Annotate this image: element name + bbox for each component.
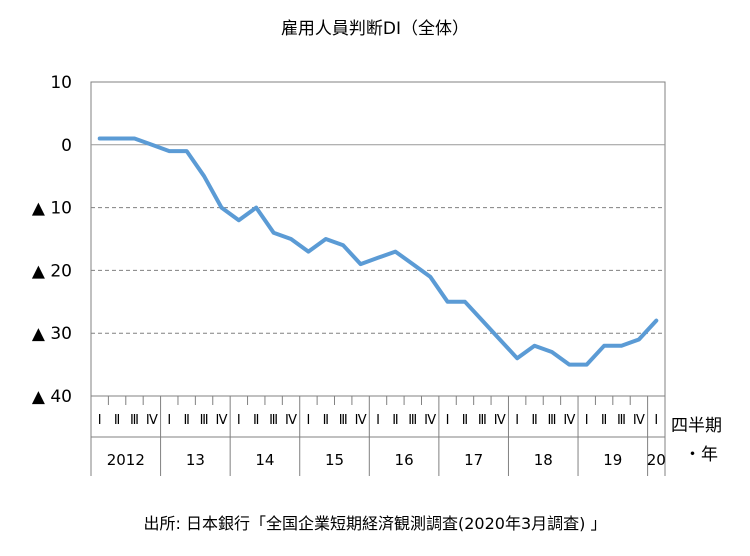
quarter-label: Ⅲ [200,413,209,428]
quarter-label: Ⅲ [617,413,626,428]
quarter-label: Ⅲ [130,413,139,428]
chart-title: 雇用人員判断DI（全体） [280,19,470,39]
x-axis-title: 四半期・年 [671,416,722,465]
quarter-label: Ⅲ [408,413,417,428]
quarter-label: Ⅳ [285,413,297,428]
quarter-label: Ⅰ [585,413,589,428]
quarter-label: Ⅰ [167,413,171,428]
quarter-label: Ⅱ [601,413,607,428]
year-label: 19 [603,451,622,469]
quarter-label: Ⅰ [446,413,450,428]
quarter-label: Ⅳ [494,413,506,428]
quarter-label: Ⅱ [462,413,468,428]
y-tick-label: 0 [61,136,72,156]
quarter-label: Ⅳ [215,413,227,428]
x-axis-title-line: ・年 [684,445,718,465]
quarter-label: Ⅲ [269,413,278,428]
quarter-label: Ⅳ [424,413,436,428]
quarter-label: Ⅰ [515,413,519,428]
quarter-label: Ⅰ [376,413,380,428]
year-label: 17 [464,451,483,469]
quarter-label: Ⅱ [183,413,189,428]
quarter-label: Ⅲ [339,413,348,428]
y-tick-labels: 10 0 ▲ 10 ▲ 20 ▲ 30 ▲ 40 [32,73,72,407]
year-label: 13 [186,451,205,469]
quarter-label: Ⅲ [478,413,487,428]
x-axis-title-line: 四半期 [671,416,722,436]
quarter-label: Ⅰ [307,413,311,428]
quarter-label: Ⅱ [253,413,259,428]
y-tick-label: ▲ 40 [32,387,72,407]
quarter-label: Ⅱ [323,413,329,428]
quarter-label: Ⅳ [563,413,575,428]
series-group [97,136,659,367]
y-tick-label: ▲ 10 [32,199,72,219]
plot-frame [90,81,666,397]
year-label: 14 [255,451,274,469]
quarter-label: Ⅱ [531,413,537,428]
quarter-label: Ⅰ [98,413,102,428]
quarter-label: Ⅱ [114,413,120,428]
quarter-label: Ⅳ [355,413,367,428]
quarter-label: Ⅱ [392,413,398,428]
quarter-label: Ⅳ [633,413,645,428]
quarter-label: Ⅲ [547,413,556,428]
year-label: 15 [325,451,344,469]
quarter-label: Ⅰ [237,413,241,428]
source-note: 出所: 日本銀行「全国企業短期経済観測調査(2020年3月調査) 」 [143,514,607,533]
year-label: 2012 [107,451,145,469]
year-label: 20 [647,451,666,469]
quarter-label: Ⅰ [654,413,658,428]
y-tick-label: ▲ 20 [32,261,72,281]
year-label: 16 [395,451,414,469]
series-line [97,136,659,367]
year-label: 18 [534,451,553,469]
y-tick-label: 10 [50,73,72,93]
quarter-label: Ⅳ [146,413,158,428]
y-tick-label: ▲ 30 [32,324,72,344]
grid-lines [90,81,666,397]
